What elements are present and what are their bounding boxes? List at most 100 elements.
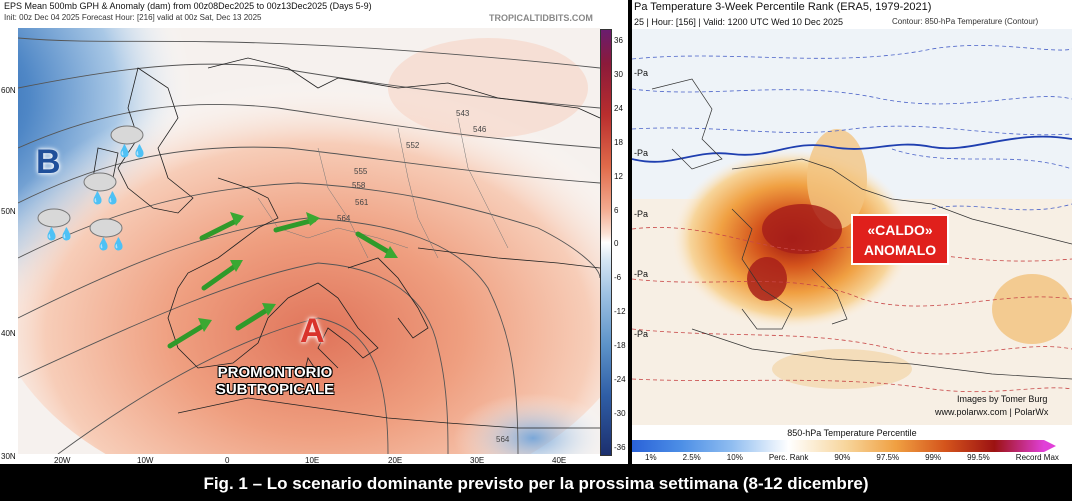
anomalous-heat-badge: «CALDO» ANOMALO [851,214,949,265]
coastlines [651,78,1072,380]
contour-label: 558 [352,181,366,190]
contour-label: 561 [355,198,369,207]
svg-text:💧💧: 💧💧 [90,191,120,205]
colorbar-tick: 36 [614,36,623,45]
gph-anomaly-map-panel: EPS Mean 500mb GPH & Anomaly (dam) from … [0,0,628,464]
left-map-subtitle: Init: 00z Dec 04 2025 Forecast Hour: [21… [4,13,262,22]
freezing-line-contour [632,135,1072,163]
percentile-tick: 1% [645,453,657,462]
rain-icon-group: 💧💧 💧💧 💧💧 💧💧 [37,125,147,251]
ridge-label-line: PROMONTORIO [217,364,333,381]
cold-contours [632,45,1072,211]
percentile-tick: 97.5% [876,453,900,462]
lon-label: 10E [305,456,320,464]
contour-label: 543 [456,109,470,118]
temperature-percentile-map [632,29,1072,425]
ridge-label: PROMONTORIO SUBTROPICALE [204,364,346,398]
lon-label: 30E [470,456,485,464]
hot-core-area [762,204,842,254]
side-label: -Pa [634,329,649,339]
ridge-label-line: SUBTROPICALE [215,381,335,398]
high-pressure-label: A [300,312,325,350]
wind-arrows [167,212,398,349]
contour-label: 564 [337,214,351,223]
figure-caption: Fig. 1 – Lo scenario dominante previsto … [0,467,1072,501]
badge-line: ANOMALO [863,242,937,258]
right-map-subtitle: 25 | Hour: [156] | Valid: 1200 UTC Wed 1… [634,17,843,27]
percentile-tick: 2.5% [682,453,701,462]
colorbar-title: 850-hPa Temperature Percentile [787,428,917,438]
contour-label: 564 [496,435,510,444]
wind-arrow-icon [235,303,276,331]
svg-text:💧💧: 💧💧 [117,144,147,158]
anomaly-colorbar [600,29,612,456]
borders [257,117,509,259]
colorbar-tick: 30 [614,69,623,79]
percentile-colorbar-area: 850-hPa Temperature Percentile 1% 2.5% 1… [632,426,1072,464]
lat-label: 40N [1,329,16,338]
side-label: -Pa [634,209,649,219]
colorbar-tick: 18 [614,137,623,147]
lon-label: 40E [552,456,567,464]
percentile-tick: 99% [925,453,942,462]
right-map-title: Pa Temperature 3-Week Percentile Rank (E… [634,1,932,13]
credit-line: Images by Tomer Burg [957,394,1048,404]
colorbar-tick: 0 [614,239,619,249]
wind-arrow-icon [167,318,212,349]
wind-arrow-icon [201,260,243,291]
contour-label: 555 [354,167,368,176]
colorbar-tick: -30 [614,408,626,418]
badge-line: «CALDO» [867,222,933,238]
side-label: -Pa [634,269,649,279]
colorbar-tick: -6 [614,273,622,283]
wind-arrow-icon [355,231,398,258]
colorbar-arrow-icon [1044,440,1056,452]
colorbar-tick: -24 [614,375,626,385]
rain-cloud-icon: 💧💧 [83,172,120,205]
colorbar-ticks: 36 30 24 18 12 6 0 -6 -12 -18 -24 -30 -3… [614,36,626,452]
hot-core-area [747,257,787,301]
rain-cloud-icon: 💧💧 [37,208,74,241]
percentile-tick: Perc. Rank [768,453,809,462]
colorbar-tick: -36 [614,442,626,452]
colorbar-tick: 12 [614,171,623,181]
warm-contours [632,227,1072,393]
lon-label: 10W [137,456,154,464]
side-label: -Pa [634,148,649,158]
percentile-tick: 90% [834,453,851,462]
colorbar-tick: 6 [614,205,619,215]
low-pressure-label: B [36,143,61,181]
temperature-percentile-map-panel: Pa Temperature 3-Week Percentile Rank (E… [632,0,1072,464]
left-map-title: EPS Mean 500mb GPH & Anomaly (dam) from … [4,1,372,11]
contour-label: 546 [473,125,487,134]
right-map-contour-note: Contour: 850-hPa Temperature (Contour) [892,17,1039,26]
lat-label: 50N [1,207,16,216]
percentile-tick: Record Max [1015,453,1059,462]
svg-text:💧💧: 💧💧 [96,237,126,251]
lon-label: 20E [388,456,403,464]
gph-anomaly-map: 543 546 552 555 558 561 564 564 [18,28,600,454]
colorbar-tick: -12 [614,307,626,317]
credit-line: www.polarwx.com | PolarWx [935,407,1049,417]
gph-contours [18,37,600,454]
lat-label: 60N [1,86,16,95]
percentile-tick: 99.5% [967,453,990,462]
contour-label: 552 [406,141,420,150]
watermark: TROPICALTIDBITS.COM [489,13,593,23]
lon-label: 0 [225,456,230,464]
lon-label: 20W [54,456,71,464]
colorbar-tick: -18 [614,341,626,351]
lat-label: 30N [1,452,16,461]
colorbar-tick: 24 [614,103,623,113]
wind-arrow-icon [273,212,320,233]
wind-arrow-icon [199,212,244,241]
side-label: -Pa [634,68,649,78]
high-anomaly-area [18,48,600,454]
rain-cloud-icon: 💧💧 [110,125,147,158]
percentile-ticks: 1% 2.5% 10% Perc. Rank 90% 97.5% 99% 99.… [632,453,1072,462]
svg-text:💧💧: 💧💧 [44,227,74,241]
percentile-colorbar [632,440,1044,452]
rain-cloud-icon: 💧💧 [89,218,126,251]
percentile-tick: 10% [726,453,743,462]
secondary-low-anomaly-area [453,393,600,454]
